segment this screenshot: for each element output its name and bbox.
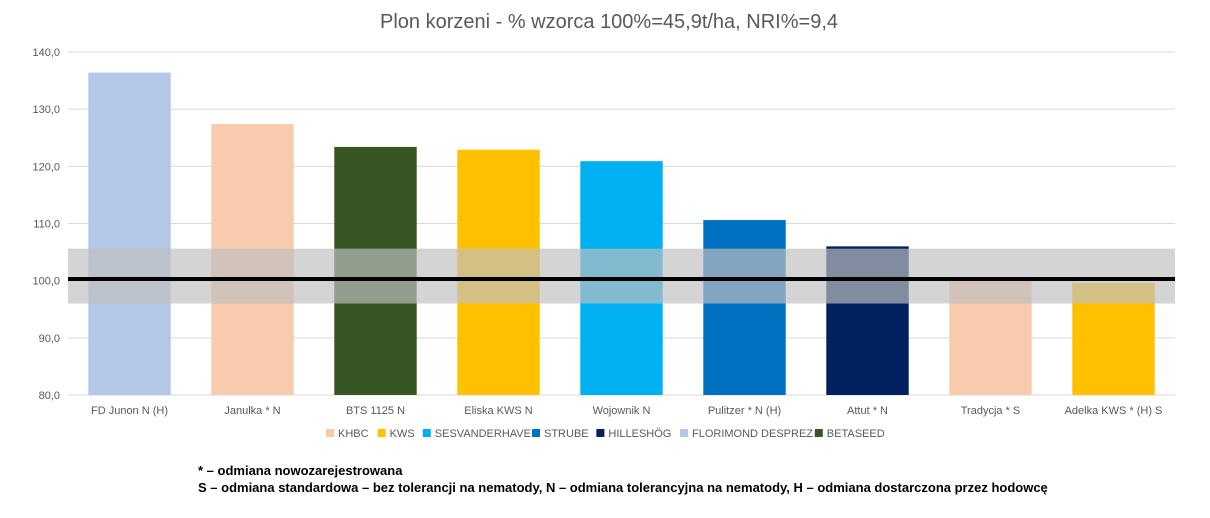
bar (88, 72, 171, 395)
legend-entry: KHBC (326, 428, 369, 440)
legend-swatch (377, 429, 386, 437)
x-tick-label: Pulitzer * N (H) (708, 405, 781, 417)
legend-entry: BETASEED (814, 428, 885, 440)
footnote-legend-codes: S – odmiana standardowa – bez tolerancji… (198, 480, 1048, 495)
legend-swatch (814, 429, 823, 437)
x-tick-label: Wojownik N (593, 405, 651, 417)
footnote-new-variety: * – odmiana nowozarejestrowana (198, 463, 403, 478)
legend-entry: STRUBE (532, 428, 589, 440)
x-tick-label: FD Junon N (H) (91, 405, 168, 417)
y-tick-label: 80,0 (39, 390, 60, 402)
legend-swatch (326, 429, 334, 437)
x-tick-label: Attut * N (847, 405, 888, 417)
bar-chart: Plon korzeni - % wzorca 100%=45,9t/ha, N… (32, 11, 1175, 440)
x-tick-label: Tradycja * S (961, 405, 1021, 417)
y-tick-label: 130,0 (32, 104, 60, 116)
nri-band-rect (68, 248, 1175, 304)
legend-entry: KWS (377, 428, 415, 440)
y-tick-label: 110,0 (33, 219, 60, 231)
legend-label: FLORIMOND DESPREZ (692, 428, 813, 440)
y-tick-label: 100,0 (32, 276, 60, 288)
legend-entry: SESVANDERHAVE (422, 428, 531, 440)
x-axis-ticks: FD Junon N (H) Janulka * N BTS 1125 N Elisk… (91, 405, 1162, 417)
legend-label: SESVANDERHAVE (435, 428, 531, 440)
y-tick-label: 140,0 (32, 47, 60, 59)
x-tick-label: Adelka KWS * (H) S (1065, 405, 1163, 417)
legend-label: HILLESHÖG (608, 428, 671, 440)
legend-swatch (596, 429, 605, 437)
y-tick-label: 120,0 (32, 161, 60, 173)
legend-label: KHBC (338, 428, 369, 440)
x-tick-label: Janulka * N (224, 405, 280, 417)
legend-swatch (422, 429, 431, 437)
chart-title: Plon korzeni - % wzorca 100%=45,9t/ha, N… (380, 11, 838, 33)
legend-label: KWS (390, 428, 415, 440)
legend-entry: FLORIMOND DESPREZ (680, 428, 813, 440)
legend-swatch (680, 429, 688, 437)
y-axis-ticks: 80,0 90,0 100,0 110,0 120,0 130,0 140,0 (32, 47, 60, 402)
legend-swatch (532, 429, 540, 437)
legend-entry: HILLESHÖG (596, 428, 671, 440)
x-tick-label: Eliska KWS N (464, 405, 533, 417)
legend: KHBC KWS SESVANDERHAVE STRUBE HILLESHÖG FLORI… (326, 428, 885, 440)
footnotes: * – odmiana nowozarejestrowana S – odmia… (198, 462, 1048, 496)
legend-label: STRUBE (544, 428, 589, 440)
y-tick-label: 90,0 (39, 333, 60, 345)
bar (703, 220, 786, 395)
legend-label: BETASEED (827, 428, 885, 440)
x-tick-label: BTS 1125 N (346, 405, 405, 417)
bars (88, 72, 1155, 395)
nri-band (68, 248, 1175, 304)
